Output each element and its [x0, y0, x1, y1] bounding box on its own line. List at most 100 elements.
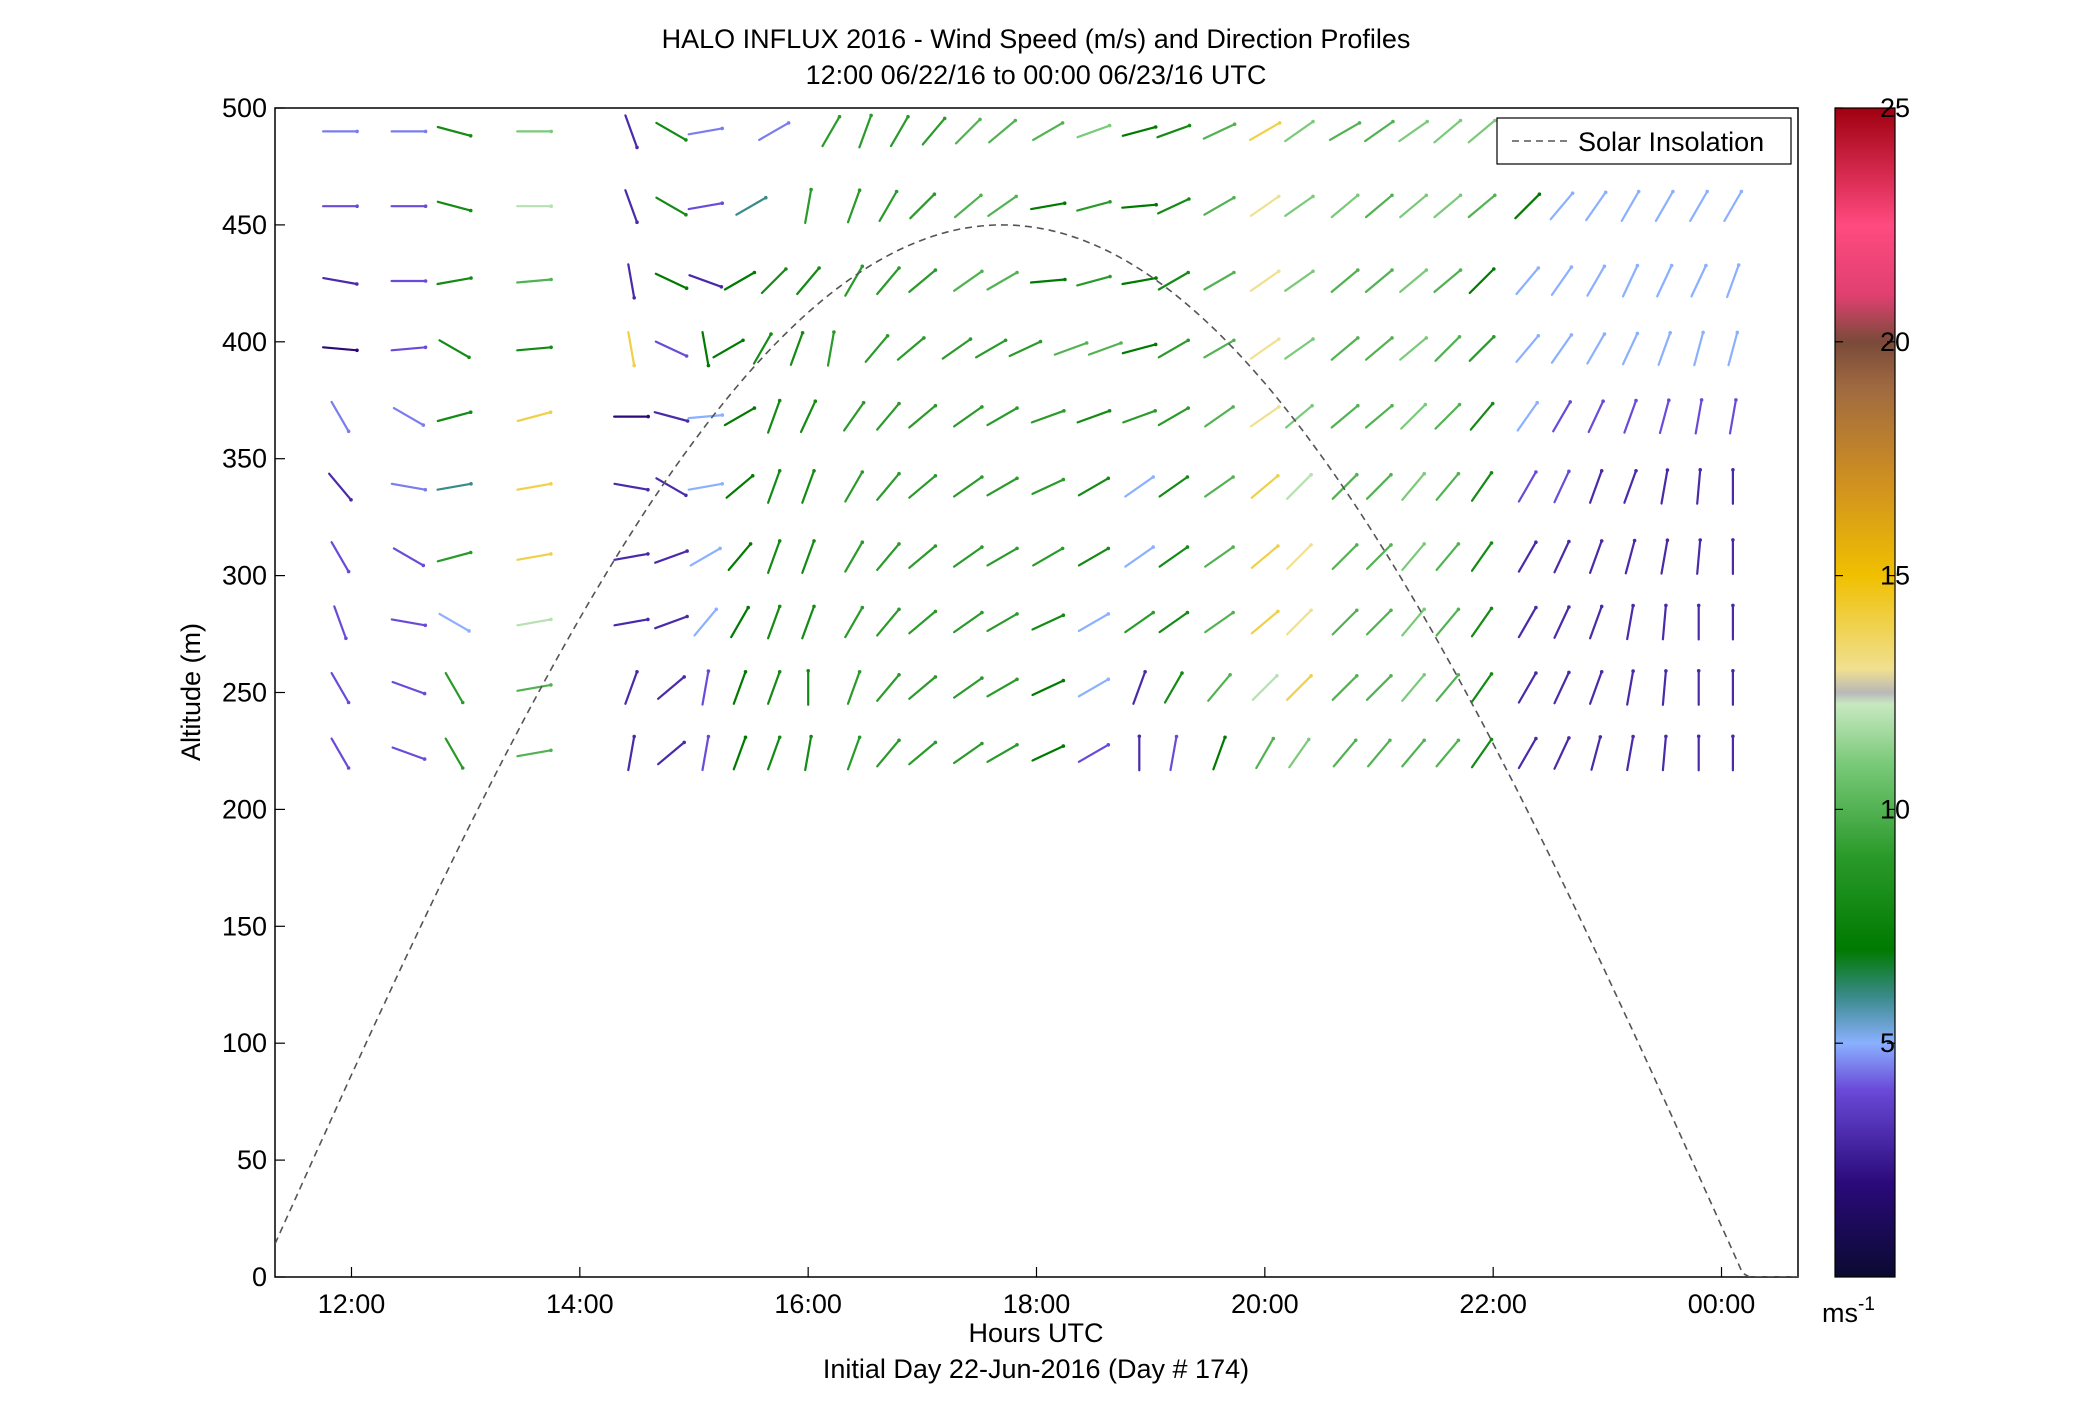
- wind-vector-shaft: [1553, 470, 1571, 504]
- wind-vector-head: [423, 129, 428, 134]
- wind-vector: [876, 266, 901, 296]
- wind-vector: [1284, 269, 1315, 292]
- wind-vector-shaft: [1087, 341, 1123, 356]
- wind-vector-head: [635, 670, 639, 674]
- wind-vector: [322, 346, 359, 353]
- wind-vector: [766, 735, 782, 771]
- wind-vector-head: [1003, 338, 1008, 343]
- wind-vector-head: [1106, 546, 1111, 551]
- wind-vector-shaft: [789, 331, 804, 366]
- wind-vector-shaft: [1249, 195, 1280, 217]
- wind-vector-head: [1309, 543, 1313, 547]
- wind-vector-shaft: [701, 669, 710, 706]
- wind-vector: [1121, 125, 1158, 137]
- wind-vector: [1728, 398, 1738, 435]
- wind-vector-shaft: [1122, 409, 1157, 424]
- wind-vector-head: [423, 279, 428, 283]
- wind-vector-head: [837, 114, 842, 119]
- wind-vector-shaft: [1330, 269, 1359, 293]
- y-tick-label: 400: [222, 327, 267, 357]
- wind-vector-head: [1015, 743, 1019, 747]
- wind-vector: [1076, 123, 1112, 139]
- wind-vector-head: [1492, 267, 1496, 271]
- wind-vector-shaft: [1553, 671, 1571, 705]
- wind-vector: [1553, 539, 1571, 574]
- wind-vector-head: [1061, 613, 1066, 617]
- wind-vector: [624, 670, 639, 705]
- wind-vector-head: [980, 545, 984, 549]
- wind-vector-head: [1106, 677, 1111, 682]
- wind-vector-head: [777, 539, 782, 543]
- wind-vector-shaft: [1588, 469, 1603, 504]
- wind-vector-shaft: [1516, 401, 1539, 432]
- wind-vector-head: [979, 193, 983, 198]
- wind-vector: [1515, 266, 1541, 296]
- wind-vector-shaft: [1728, 398, 1738, 435]
- wind-vector-head: [1457, 335, 1462, 339]
- wind-vector-shaft: [1029, 278, 1067, 284]
- wind-vector-head: [1489, 672, 1494, 676]
- wind-vector: [1435, 542, 1461, 572]
- wind-vector-head: [1602, 332, 1607, 336]
- wind-vector: [516, 277, 553, 284]
- wind-vector: [1398, 119, 1429, 143]
- wind-vector-head: [809, 187, 813, 192]
- wind-vector-head: [1015, 546, 1019, 551]
- wind-vector-head: [1106, 612, 1111, 616]
- wind-vector-shaft: [1204, 545, 1235, 568]
- wind-vector-shaft: [953, 194, 983, 219]
- chart-title: HALO INFLUX 2016 - Wind Speed (m/s) and …: [662, 24, 1411, 54]
- wind-vector-head: [860, 264, 865, 269]
- wind-vector-head: [980, 676, 984, 680]
- colorbar-tick-label: 25: [1880, 93, 1910, 123]
- wind-vector-shaft: [1285, 473, 1313, 500]
- wind-vector-shaft: [1401, 608, 1426, 637]
- wind-vector-head: [549, 345, 553, 350]
- wind-vector-head: [1570, 191, 1575, 195]
- wind-vector-head: [1311, 194, 1315, 199]
- wind-vector: [1250, 474, 1280, 499]
- wind-vector-head: [777, 670, 782, 674]
- wind-vector-shaft: [1553, 605, 1571, 639]
- wind-vector-shaft: [392, 407, 425, 427]
- wind-vector: [1590, 735, 1603, 771]
- wind-vector-shaft: [1284, 338, 1315, 360]
- wind-vector-shaft: [627, 331, 636, 367]
- wind-vector-head: [748, 542, 753, 546]
- wind-vector-shaft: [986, 407, 1019, 427]
- wind-vector: [1076, 409, 1112, 424]
- wind-vector: [1204, 475, 1235, 498]
- y-axis: 0 50 100 150 200 250 300 350 400 450 500: [222, 93, 285, 1292]
- wind-vector-head: [706, 363, 711, 368]
- wind-vector: [1550, 333, 1574, 364]
- wind-vector-head: [1631, 603, 1635, 608]
- y-tick-label: 50: [237, 1145, 267, 1175]
- wind-vector-head: [897, 542, 901, 546]
- wind-vector-head: [1634, 398, 1638, 403]
- wind-vector-shaft: [876, 673, 901, 702]
- wind-vector-head: [1277, 194, 1281, 199]
- wind-vector-head: [752, 270, 757, 275]
- wind-vector-shaft: [1248, 121, 1281, 141]
- wind-vector-head: [1276, 474, 1280, 478]
- wind-vector: [1076, 200, 1112, 212]
- wind-vector-head: [1567, 539, 1571, 544]
- wind-vector-shaft: [732, 736, 747, 771]
- wind-vector: [1517, 671, 1538, 704]
- wind-vector-head: [1353, 738, 1358, 743]
- wind-vector: [1588, 539, 1604, 575]
- wind-vector-head: [1060, 121, 1065, 125]
- wind-vector-head: [1696, 734, 1701, 739]
- wind-vector-head: [549, 748, 553, 753]
- wind-vector: [516, 345, 553, 352]
- wind-vector: [766, 539, 782, 575]
- wind-vector-head: [548, 410, 553, 415]
- wind-vector-shaft: [712, 339, 745, 359]
- wind-vector-head: [1311, 337, 1315, 341]
- wind-vector-head: [1489, 737, 1494, 742]
- wind-vector-head: [355, 129, 359, 134]
- wind-vector-shaft: [390, 346, 427, 352]
- wind-vector-shaft: [516, 749, 553, 758]
- wind-vector: [1661, 669, 1668, 706]
- wind-vector: [392, 407, 426, 427]
